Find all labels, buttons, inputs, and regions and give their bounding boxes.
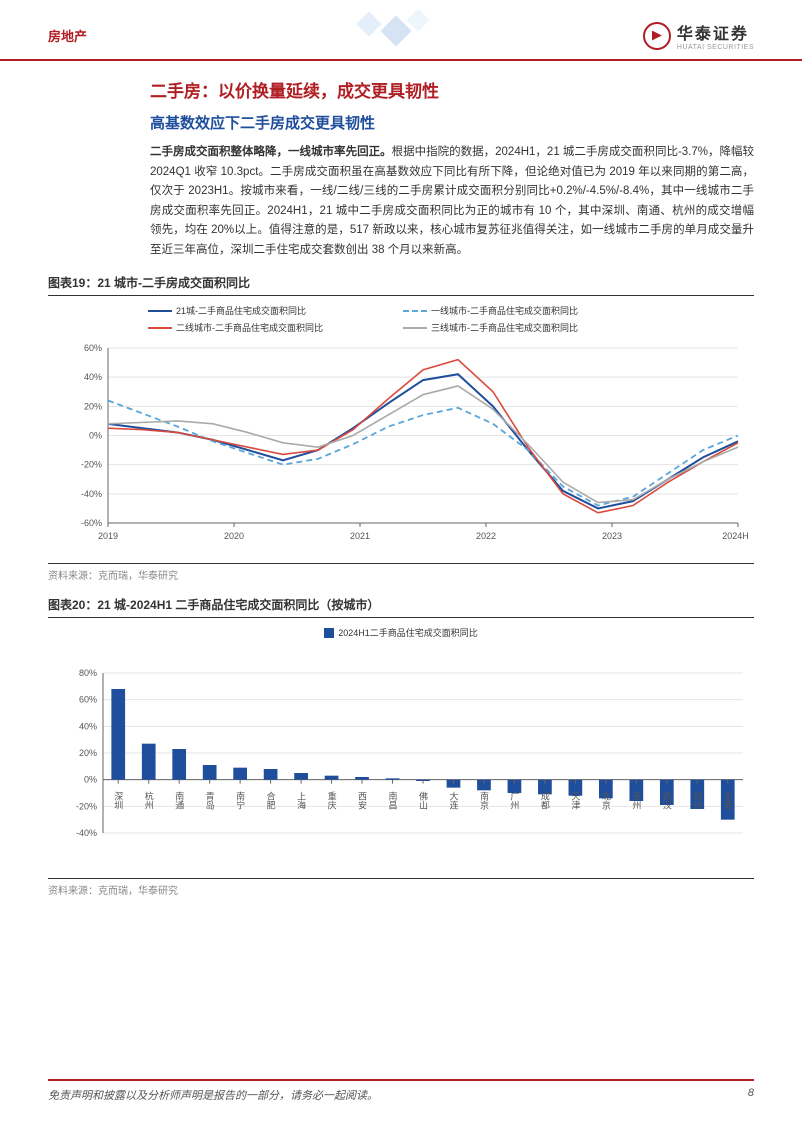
svg-text:-20%: -20% [76, 802, 97, 812]
svg-text:成都: 成都 [540, 791, 550, 811]
section-title: 二手房：以价换量延续，成交更具韧性 [150, 77, 754, 102]
svg-text:2020: 2020 [224, 531, 244, 541]
svg-text:青岛: 青岛 [205, 791, 215, 811]
svg-text:2023: 2023 [602, 531, 622, 541]
svg-text:-60%: -60% [81, 518, 102, 528]
svg-text:南京: 南京 [479, 791, 489, 811]
svg-text:2022: 2022 [476, 531, 496, 541]
svg-text:80%: 80% [79, 668, 97, 678]
body-rest: 根据中指院的数据，2024H1，21 城二手房成交面积同比-3.7%，降幅较 2… [150, 146, 754, 256]
svg-text:郑州: 郑州 [692, 791, 702, 810]
svg-text:上海: 上海 [296, 792, 306, 811]
svg-text:东莞: 东莞 [723, 791, 733, 811]
page-footer: 免责声明和披露以及分析师声明是报告的一部分，请务必一起阅读。 8 [48, 1079, 754, 1103]
chart20-legend: 2024H1二手商品住宅成交面积同比 [48, 620, 754, 643]
logo-text-en: HUATAI SECURITIES [677, 44, 754, 51]
logo-icon [643, 22, 671, 50]
legend-item: 2024H1二手商品住宅成交面积同比 [324, 626, 478, 639]
svg-text:南昌: 南昌 [388, 791, 398, 811]
svg-text:20%: 20% [79, 748, 97, 758]
chart19-title: 图表19：21 城市-二手房成交面积同比 [48, 274, 754, 296]
legend-item: 一线城市-二手商品住宅成交面积同比 [403, 304, 578, 317]
svg-text:60%: 60% [84, 343, 102, 353]
svg-text:南通: 南通 [174, 791, 184, 811]
svg-text:2024H1: 2024H1 [722, 531, 748, 541]
chart20-area: 2024H1二手商品住宅成交面积同比 -40% -20% 0% 20% 40% 60% 80… [48, 620, 754, 876]
footer-disclaimer: 免责声明和披露以及分析师声明是报告的一部分，请务必一起阅读。 [48, 1087, 378, 1103]
section-subtitle: 高基数效应下二手房成交更具韧性 [150, 112, 754, 133]
svg-text:2021: 2021 [350, 531, 370, 541]
svg-text:40%: 40% [79, 722, 97, 732]
legend-item: 二线城市-二手商品住宅成交面积同比 [148, 321, 323, 334]
svg-text:-40%: -40% [76, 828, 97, 838]
svg-text:20%: 20% [84, 402, 102, 412]
chart20-svg: -40% -20% 0% 20% 40% 60% 80% 深圳 杭州 南通 青岛 南宁 合肥 上海 重庆 西安… [48, 643, 748, 873]
brand-logo: 华泰证券 HUATAI SECURITIES [643, 20, 754, 51]
header-decoration [340, 10, 460, 50]
svg-text:西安: 西安 [357, 792, 367, 811]
footer-page: 8 [748, 1087, 754, 1103]
chart19-area: 21城-二手商品住宅成交面积同比 一线城市-二手商品住宅成交面积同比二线城市-二手… [48, 298, 754, 561]
svg-text:60%: 60% [79, 695, 97, 705]
chart20-source: 资料来源：克而瑞，华泰研究 [48, 878, 754, 897]
svg-text:合肥: 合肥 [266, 791, 276, 811]
svg-text:深圳: 深圳 [113, 792, 123, 810]
svg-text:杭州: 杭州 [144, 791, 154, 810]
svg-text:重庆: 重庆 [327, 791, 337, 811]
logo-text-cn: 华泰证券 [677, 20, 754, 44]
category-label: 房地产 [48, 26, 87, 45]
legend-item: 21城-二手商品住宅成交面积同比 [148, 304, 323, 317]
svg-text:苏州: 苏州 [631, 791, 641, 810]
chart20-title: 图表20：21 城-2024H1 二手商品住宅成交面积同比（按城市） [48, 596, 754, 618]
svg-text:-20%: -20% [81, 460, 102, 470]
chart19-legend: 21城-二手商品住宅成交面积同比 一线城市-二手商品住宅成交面积同比二线城市-二手… [48, 298, 754, 338]
body-paragraph: 二手房成交面积整体略降，一线城市率先回正。根据中指院的数据，2024H1，21 … [150, 143, 754, 260]
body-lead: 二手房成交面积整体略降，一线城市率先回正。 [150, 146, 392, 158]
chart19-source: 资料来源：克而瑞，华泰研究 [48, 563, 754, 582]
chart19-svg: -60% -40% -20% 0% 20% 40% 60% 2019 2020 2021 2022 2… [48, 338, 748, 558]
svg-text:40%: 40% [84, 372, 102, 382]
svg-text:2019: 2019 [98, 531, 118, 541]
svg-text:大连: 大连 [448, 791, 458, 811]
svg-text:-40%: -40% [81, 489, 102, 499]
svg-text:0%: 0% [89, 431, 102, 441]
svg-text:0%: 0% [84, 775, 97, 785]
legend-item: 三线城市-二手商品住宅成交面积同比 [403, 321, 578, 334]
svg-text:武汉: 武汉 [662, 791, 672, 811]
svg-text:南宁: 南宁 [235, 791, 245, 810]
svg-text:佛山: 佛山 [418, 791, 428, 810]
svg-text:广州: 广州 [509, 791, 519, 810]
svg-text:北京: 北京 [601, 792, 611, 811]
svg-text:天津: 天津 [570, 792, 580, 811]
